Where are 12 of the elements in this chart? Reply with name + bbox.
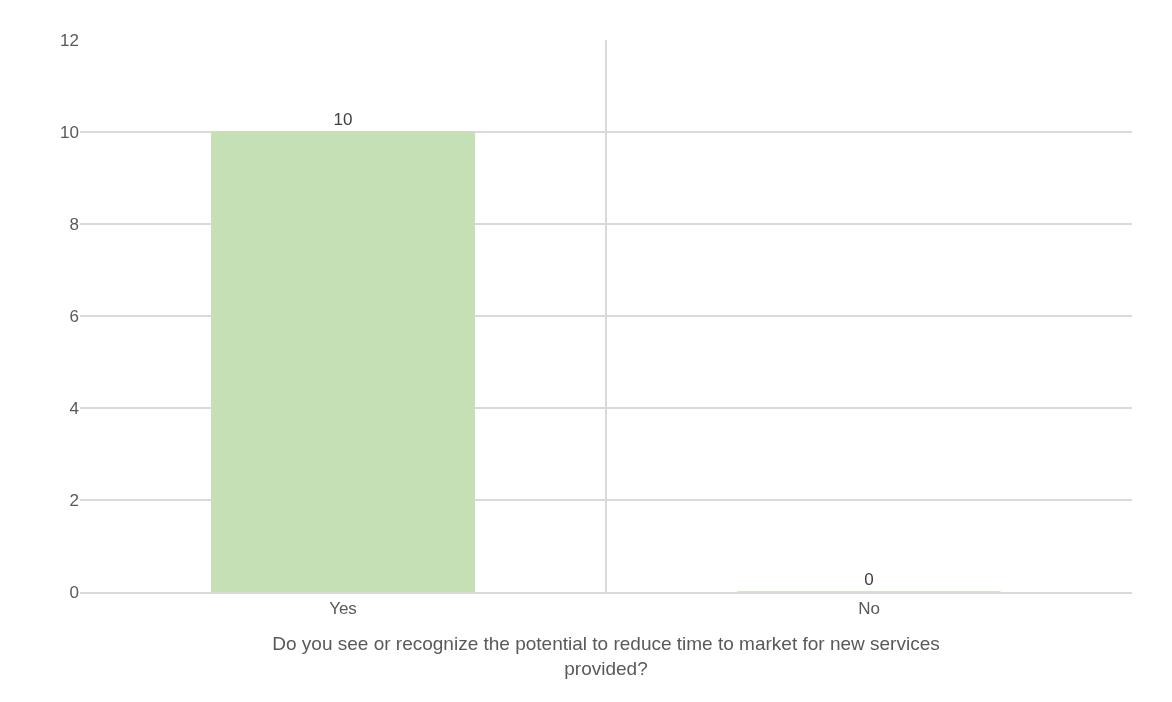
x-tick-label: No xyxy=(858,599,880,619)
data-label: 0 xyxy=(864,570,874,589)
y-tick-label: 2 xyxy=(69,490,79,510)
y-tick-label: 10 xyxy=(60,122,79,142)
x-tick-label: Yes xyxy=(329,599,357,619)
y-tick-label: 12 xyxy=(60,30,79,50)
y-tick-label: 6 xyxy=(69,306,79,326)
y-tick-label: 4 xyxy=(69,398,79,418)
data-label: 10 xyxy=(333,110,353,129)
x-axis-title: Do you see or recognize the potential to reduce time to market for new services provided? xyxy=(272,633,940,680)
y-tick-label: 0 xyxy=(69,582,79,602)
y-tick-label: 8 xyxy=(69,214,79,234)
